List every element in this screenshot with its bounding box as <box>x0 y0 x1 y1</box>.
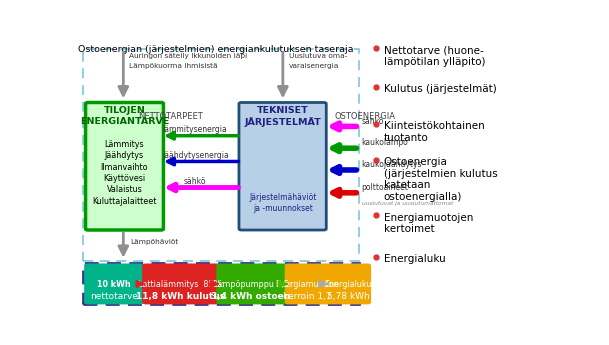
Text: OSTOENERGIA: OSTOENERGIA <box>335 112 396 121</box>
Bar <box>83 263 359 304</box>
Text: kaukojäähdytys: kaukojäähdytys <box>362 160 422 169</box>
Text: sähkö: sähkö <box>184 177 206 186</box>
Text: Nettotarve (huone-
lämpötilan ylläpito): Nettotarve (huone- lämpötilan ylläpito) <box>384 46 485 67</box>
FancyBboxPatch shape <box>84 264 144 304</box>
Text: Ostoenergian (järjestelmien) energiankulutuksen taseraja: Ostoenergian (järjestelmien) energiankul… <box>77 46 353 55</box>
Text: varaisenergia: varaisenergia <box>289 63 339 69</box>
Text: jäähdytysenergia: jäähdytysenergia <box>161 151 228 160</box>
Text: kaukolämpö: kaukolämpö <box>362 138 409 147</box>
Text: Lämpökuorma ihmisistä: Lämpökuorma ihmisistä <box>129 63 217 69</box>
Text: Lämmitys
Jäähdytys
Ilmanvaihto
Käyttövesi
Valaistus
Kuluttajalaitteet: Lämmitys Jäähdytys Ilmanvaihto Käyttöves… <box>93 140 157 206</box>
Text: NETTOTARPEET: NETTOTARPEET <box>138 112 203 121</box>
FancyBboxPatch shape <box>285 264 330 304</box>
Text: Energialuku: Energialuku <box>325 279 371 288</box>
Text: Energiamuodon: Energiamuodon <box>275 279 339 288</box>
Text: Energiamuotojen
kertoimet: Energiamuotojen kertoimet <box>384 213 473 234</box>
Text: TILOJEN
ENERGIANTARVE: TILOJEN ENERGIANTARVE <box>80 107 169 126</box>
Text: nettotarve: nettotarve <box>90 292 138 301</box>
Text: 5,78 kWh: 5,78 kWh <box>326 292 369 301</box>
Text: TEKNISET
JÄRJESTELMÄT: TEKNISET JÄRJESTELMÄT <box>244 107 321 127</box>
Bar <box>83 49 359 260</box>
Text: 3,4 kWh ostoen.: 3,4 kWh ostoen. <box>211 292 294 301</box>
FancyBboxPatch shape <box>85 102 163 230</box>
Text: Kiinteistökohtainen
tuotanto: Kiinteistökohtainen tuotanto <box>384 121 485 143</box>
Text: Järjestelmähäviöt
ja -muunnokset: Järjestelmähäviöt ja -muunnokset <box>249 193 316 213</box>
FancyBboxPatch shape <box>143 264 220 304</box>
Text: kerroin 1,7: kerroin 1,7 <box>283 292 332 301</box>
FancyBboxPatch shape <box>239 102 326 230</box>
Text: Ostoenergia
(järjestelmien kulutus
katetaan
ostoenergialla): Ostoenergia (järjestelmien kulutus katet… <box>384 157 498 202</box>
Text: 11,8 kWh kulutus: 11,8 kWh kulutus <box>136 292 225 301</box>
Text: Auringon säteily ikkunoiden läpi: Auringon säteily ikkunoiden läpi <box>129 53 247 59</box>
Text: Uusiutuva oma-: Uusiutuva oma- <box>289 53 347 59</box>
Text: Lämpöhäviöt: Lämpöhäviöt <box>130 239 178 245</box>
FancyBboxPatch shape <box>216 264 289 304</box>
Text: sähkö: sähkö <box>362 117 384 126</box>
Text: polttoaineet: polttoaineet <box>362 183 409 192</box>
FancyBboxPatch shape <box>325 264 371 304</box>
Text: uusiutuvat ja uusiutumattomat: uusiutuvat ja uusiutumattomat <box>362 201 453 206</box>
Text: Energialuku: Energialuku <box>384 254 446 264</box>
Text: 10 kWh: 10 kWh <box>97 279 131 288</box>
Text: Lattialämmitys  85%:: Lattialämmitys 85%: <box>138 279 224 288</box>
Text: Kulutus (järjestelmät): Kulutus (järjestelmät) <box>384 84 496 94</box>
Text: lämmitysenergia: lämmitysenergia <box>163 125 227 134</box>
Text: Lämpöpumppu 3,5:: Lämpöpumppu 3,5: <box>213 279 292 288</box>
